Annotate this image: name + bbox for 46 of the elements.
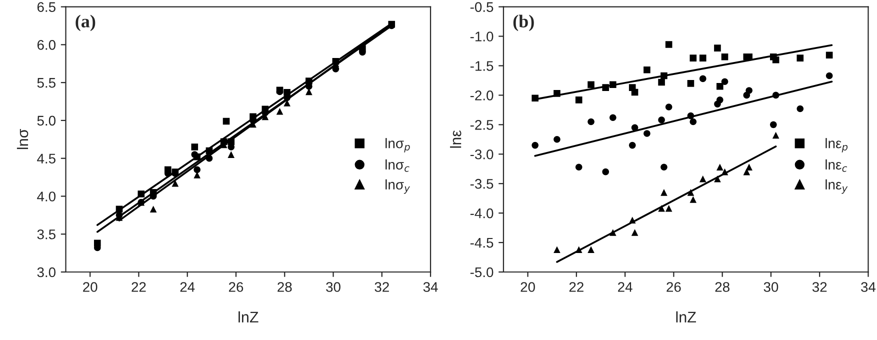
y-tick-label: -3.0 (470, 149, 494, 160)
x-tick-label: 22 (132, 282, 146, 292)
annotation: (a) (76, 14, 96, 32)
x-tick-label: 32 (812, 282, 827, 292)
y-tick-label: -2.5 (470, 120, 494, 130)
y-tick-label: -0.5 (470, 2, 494, 12)
y-tick-label: 4.0 (37, 192, 56, 202)
x-tick-label: 20 (520, 282, 535, 292)
y-tick-label: 5.5 (37, 78, 56, 88)
x-tick-label: 22 (569, 282, 584, 292)
legend-label: lnσ$_{y}$ (386, 179, 410, 194)
x-tick-label: 24 (618, 282, 632, 292)
x-axis-title: lnZ (676, 311, 696, 322)
y-tick-label: 3.0 (37, 267, 56, 278)
annotation: (b) (513, 14, 534, 32)
x-tick-label: 24 (180, 282, 195, 292)
legend-label: lnε$_{y}$ (826, 179, 848, 194)
x-tick-label: 26 (228, 282, 244, 292)
y-axis-title: lnε (450, 130, 462, 148)
y-tick-label: 4.5 (37, 154, 56, 164)
y-tick-label: -2.0 (470, 90, 494, 100)
x-tick-label: 30 (764, 282, 778, 292)
y-tick-label: -4.0 (470, 208, 494, 218)
y-axis-title: lnσ (16, 128, 28, 150)
y-tick-label: 6.0 (37, 40, 56, 50)
legend-label: lnσ$_{c}$ (386, 159, 410, 172)
y-tick-label: 3.5 (37, 229, 56, 240)
x-tick-label: 26 (666, 282, 681, 292)
x-tick-label: 32 (374, 282, 389, 292)
x-axis-title: lnZ (238, 311, 258, 322)
x-tick-label: 30 (326, 282, 340, 292)
x-tick-label: 34 (861, 282, 876, 292)
legend-label: lnε$_{p}$ (826, 138, 848, 152)
y-tick-label: -4.5 (470, 238, 494, 248)
x-tick-label: 28 (278, 282, 292, 292)
y-tick-label: 6.5 (37, 2, 56, 12)
y-tick-label: -1.0 (470, 32, 494, 42)
legend-label: lnε$_{c}$ (826, 159, 848, 172)
y-tick-label: -5.0 (470, 267, 494, 278)
x-tick-label: 20 (83, 282, 98, 292)
y-tick-label: -3.5 (470, 178, 494, 189)
x-tick-label: 28 (715, 282, 730, 292)
y-tick-label: -1.5 (470, 61, 494, 71)
y-tick-label: 5.0 (37, 116, 56, 126)
x-tick-label: 34 (423, 282, 438, 292)
legend-label: lnσ$_{p}$ (386, 138, 410, 152)
